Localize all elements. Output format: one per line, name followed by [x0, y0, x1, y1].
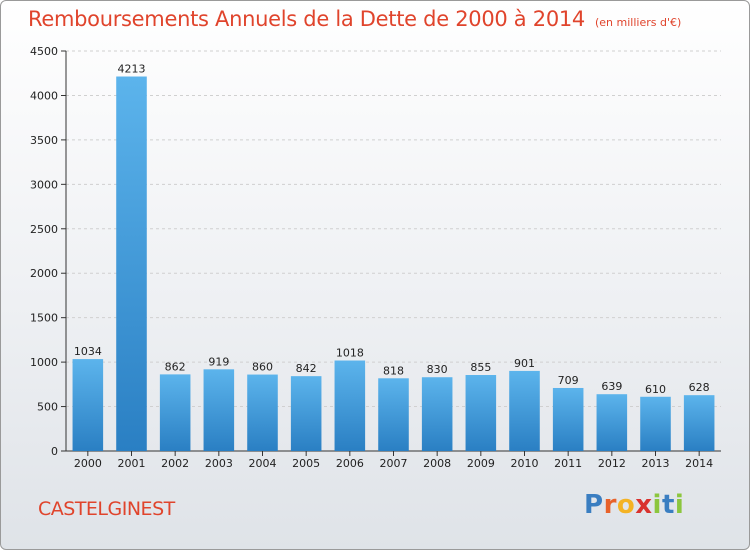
data-label: 818: [383, 364, 404, 377]
bar: [509, 370, 540, 451]
bar: [203, 369, 235, 451]
x-tick-label: 2010: [511, 457, 539, 470]
y-tick-label: 4500: [30, 45, 58, 58]
data-label: 628: [689, 381, 710, 394]
data-label: 610: [645, 383, 666, 396]
logo-letter: x: [635, 490, 653, 520]
x-tick-label: 2003: [205, 457, 233, 470]
x-tick-label: 2000: [74, 457, 102, 470]
data-label: 901: [514, 357, 535, 370]
x-tick-label: 2005: [292, 457, 320, 470]
data-label: 1034: [74, 345, 102, 358]
y-tick-label: 1000: [30, 356, 58, 369]
bar: [596, 394, 628, 451]
bar: [640, 396, 671, 451]
bar: [72, 359, 104, 451]
y-tick-label: 1500: [30, 312, 58, 325]
chart-title: Remboursements Annuels de la Dette de 20…: [28, 7, 681, 31]
bar: [159, 374, 191, 451]
commune-name: CASTELGINEST: [38, 498, 175, 520]
x-tick-label: 2006: [336, 457, 364, 470]
y-tick-label: 2500: [30, 223, 58, 236]
data-label: 639: [601, 380, 622, 393]
x-tick-label: 2004: [249, 457, 277, 470]
x-tick-label: 2008: [423, 457, 451, 470]
bar: [465, 375, 497, 451]
bar: [378, 378, 409, 451]
bar: [290, 376, 322, 451]
data-label: 860: [252, 361, 273, 374]
bar: [683, 395, 715, 451]
data-label: 709: [558, 374, 579, 387]
logo-letter: t: [661, 490, 675, 520]
bar: [334, 360, 366, 451]
data-label: 855: [470, 361, 491, 374]
bar: [552, 387, 584, 451]
bar: [247, 374, 278, 451]
chart-title-text: Remboursements Annuels de la Dette de 20…: [28, 7, 585, 31]
y-tick-label: 4000: [30, 89, 58, 102]
logo-letter: r: [603, 490, 617, 520]
y-tick-label: 500: [37, 401, 58, 414]
data-label: 919: [208, 355, 229, 368]
data-label: 1018: [336, 347, 364, 360]
x-tick-label: 2013: [642, 457, 670, 470]
x-tick-label: 2011: [554, 457, 582, 470]
x-tick-label: 2009: [467, 457, 495, 470]
logo-letter: o: [616, 490, 636, 520]
chart-subtitle: (en milliers d'€): [595, 16, 682, 29]
x-tick-label: 2012: [598, 457, 626, 470]
y-tick-label: 2000: [30, 267, 58, 280]
bar: [421, 377, 453, 451]
y-tick-label: 3000: [30, 178, 58, 191]
x-tick-label: 2014: [685, 457, 713, 470]
logo-letter: P: [584, 490, 604, 520]
x-tick-label: 2007: [380, 457, 408, 470]
y-tick-label: 0: [51, 445, 58, 458]
proxiti-logo: Proxiti: [584, 490, 684, 520]
data-label: 842: [296, 362, 317, 375]
x-tick-label: 2001: [118, 457, 146, 470]
x-tick-label: 2002: [161, 457, 189, 470]
bar: [116, 76, 147, 451]
y-tick-label: 3500: [30, 134, 58, 147]
logo-letter: i: [652, 490, 662, 520]
data-label: 830: [427, 363, 448, 376]
data-label: 4213: [118, 63, 146, 76]
data-label: 862: [165, 360, 186, 373]
logo-letter: i: [674, 490, 685, 520]
